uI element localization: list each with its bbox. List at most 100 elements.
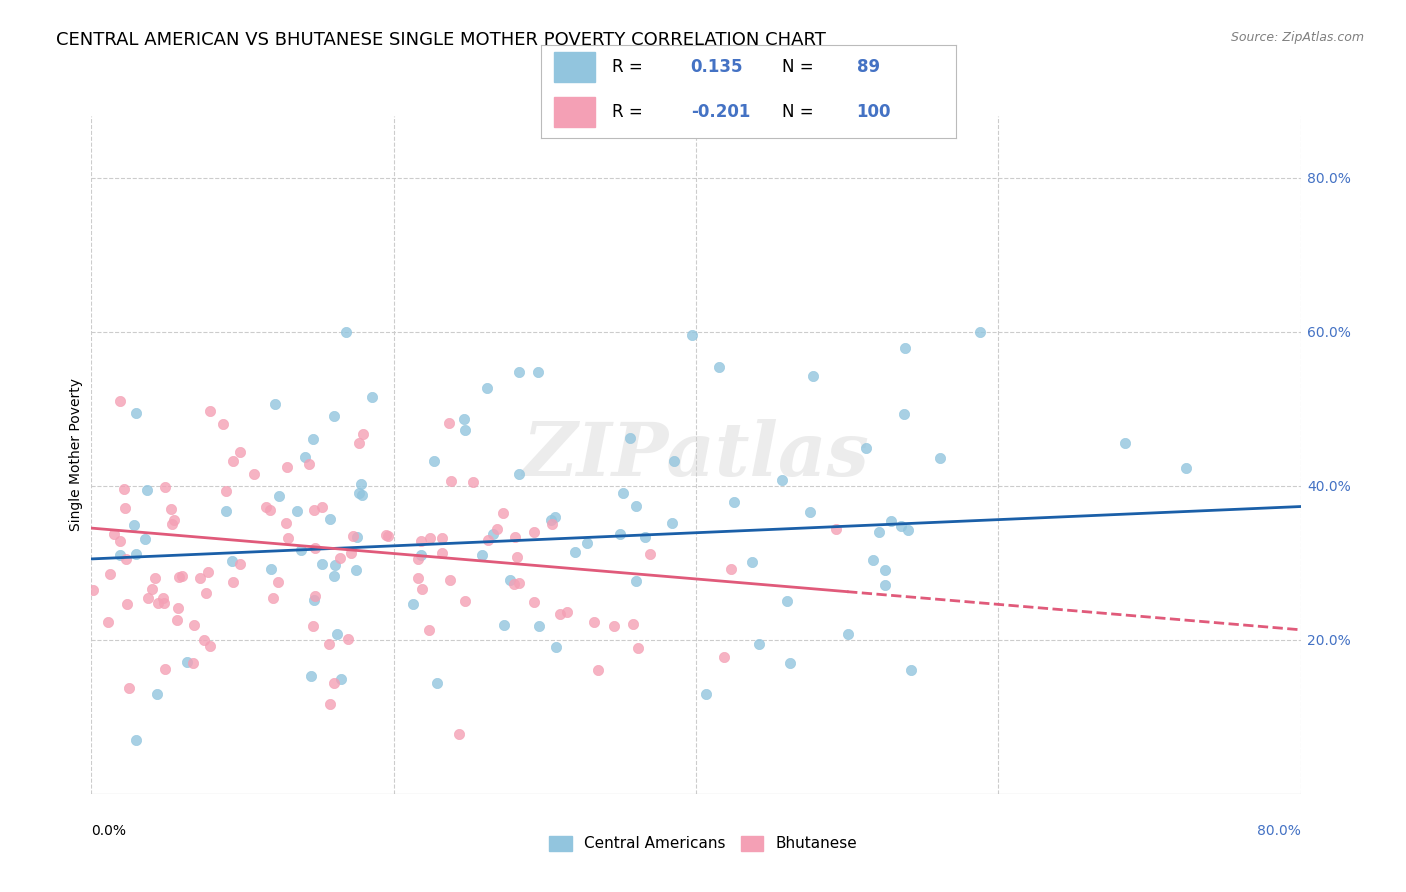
Point (471, 548, 494, 562)
Point (799, 505, 821, 519)
Point (330, 673, 353, 687)
Point (152, 591, 174, 606)
Point (440, 474, 463, 488)
Point (115, 597, 138, 611)
Point (454, 423, 477, 437)
Point (662, 454, 685, 468)
Point (304, 589, 326, 603)
Point (527, 365, 550, 379)
Point (375, 528, 398, 542)
Point (544, 509, 567, 524)
Text: R =: R = (612, 103, 648, 121)
Point (439, 573, 461, 587)
Point (586, 663, 609, 677)
Point (170, 569, 193, 583)
Point (482, 527, 505, 541)
Text: 0.0%: 0.0% (91, 824, 127, 838)
Point (430, 531, 453, 545)
Point (540, 512, 562, 526)
Point (546, 640, 568, 654)
Point (419, 531, 441, 545)
Point (215, 484, 238, 499)
Point (837, 626, 859, 640)
Bar (554, 97, 595, 127)
Point (508, 576, 530, 591)
Point (523, 594, 546, 608)
Point (318, 698, 340, 712)
Text: CENTRAL AMERICAN VS BHUTANESE SINGLE MOTHER POVERTY CORRELATION CHART: CENTRAL AMERICAN VS BHUTANESE SINGLE MOT… (56, 31, 827, 49)
Point (350, 488, 373, 502)
Point (723, 495, 745, 509)
Point (294, 450, 316, 465)
Point (183, 617, 205, 632)
Y-axis label: Single Mother Poverty: Single Mother Poverty (69, 378, 83, 532)
Text: 0.135: 0.135 (690, 58, 744, 76)
Point (437, 416, 460, 430)
Point (125, 732, 148, 747)
Point (361, 390, 384, 404)
Point (229, 558, 252, 572)
Point (108, 393, 131, 408)
Point (141, 582, 163, 596)
Point (418, 623, 440, 637)
Point (82, 583, 104, 598)
Text: ZIPatlas: ZIPatlas (523, 418, 869, 491)
Point (409, 533, 432, 548)
Point (411, 582, 433, 597)
Point (342, 529, 364, 543)
Point (523, 525, 546, 540)
Text: 100: 100 (856, 103, 891, 121)
Point (193, 633, 215, 648)
Point (259, 562, 281, 576)
Point (502, 577, 524, 591)
Point (162, 517, 184, 532)
Point (347, 436, 370, 450)
Point (619, 431, 641, 445)
Point (772, 473, 794, 487)
Point (124, 518, 146, 533)
Point (125, 547, 148, 561)
Point (299, 669, 322, 683)
Point (228, 445, 250, 459)
Point (166, 613, 188, 627)
Point (603, 618, 626, 632)
Point (311, 558, 333, 572)
Point (494, 618, 516, 632)
Point (621, 617, 644, 632)
Point (259, 503, 281, 517)
Point (212, 417, 235, 432)
Point (302, 432, 325, 446)
Point (1114, 436, 1136, 450)
Point (160, 502, 183, 516)
Point (609, 526, 631, 541)
Point (302, 619, 325, 633)
Point (264, 397, 287, 411)
Point (298, 457, 321, 471)
Point (862, 552, 884, 566)
Point (125, 406, 148, 420)
Point (329, 551, 352, 566)
Text: N =: N = (782, 58, 818, 76)
Point (485, 522, 508, 536)
Text: 80.0%: 80.0% (1257, 824, 1301, 838)
Point (453, 412, 475, 426)
Point (304, 503, 326, 517)
Point (302, 593, 325, 607)
Point (893, 407, 915, 421)
Point (695, 687, 717, 701)
Point (276, 516, 298, 531)
Point (626, 574, 648, 588)
Point (335, 325, 357, 339)
Point (181, 656, 204, 670)
Point (477, 381, 499, 395)
Point (135, 483, 157, 497)
Point (627, 640, 650, 655)
Point (155, 479, 177, 493)
Point (506, 549, 529, 564)
Point (825, 522, 848, 536)
Point (713, 650, 735, 665)
Point (612, 485, 634, 500)
Point (548, 607, 571, 621)
Point (267, 574, 290, 589)
Point (346, 530, 368, 544)
